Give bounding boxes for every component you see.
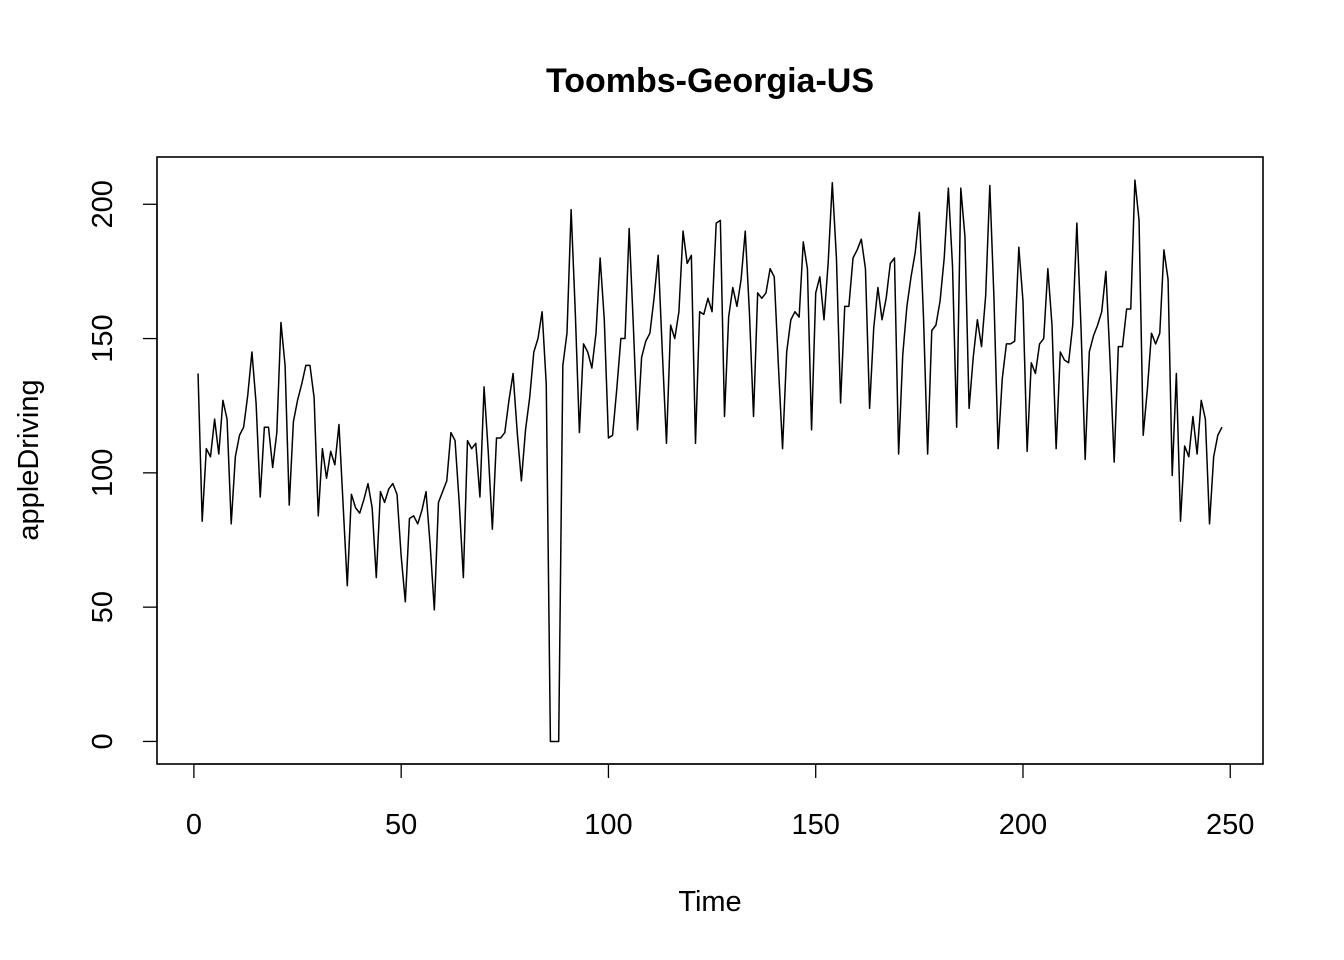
x-axis: 0 50 100 150 200 250 <box>186 763 1254 841</box>
chart-title: Toombs-Georgia-US <box>546 62 874 100</box>
x-tick-label: 200 <box>999 809 1047 841</box>
x-tick-label: 100 <box>584 809 632 841</box>
y-axis-label: appleDriving <box>13 379 45 540</box>
x-tick-label: 0 <box>186 809 202 841</box>
y-tick-label: 150 <box>87 314 119 362</box>
y-tick-label: 0 <box>87 733 119 749</box>
x-tick-label: 150 <box>792 809 840 841</box>
x-axis-label: Time <box>678 886 741 918</box>
y-tick-label: 100 <box>87 449 119 497</box>
x-tick-label: 50 <box>385 809 417 841</box>
plot-area <box>156 156 1264 765</box>
series-line <box>197 179 1223 743</box>
x-tick-label: 250 <box>1206 809 1254 841</box>
y-tick-label: 50 <box>87 591 119 623</box>
y-tick-label: 200 <box>87 180 119 228</box>
y-axis: 0 50 100 150 200 <box>87 180 158 750</box>
